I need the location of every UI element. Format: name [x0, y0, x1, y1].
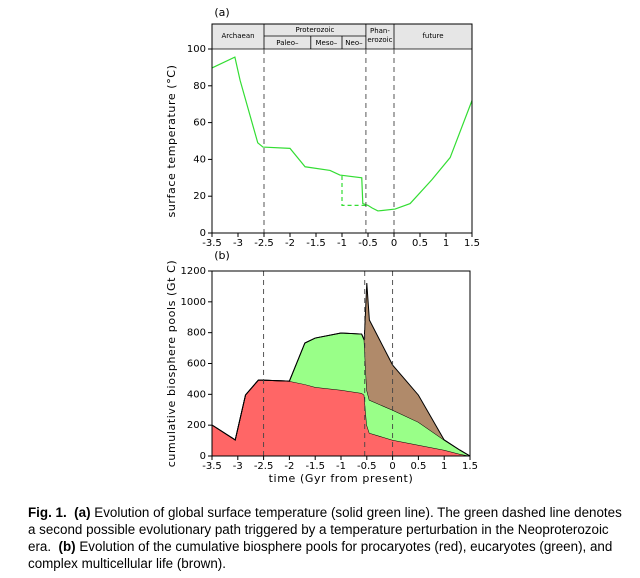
x-tick-label: -2 — [284, 461, 294, 472]
y-tick-label: 60 — [193, 118, 206, 129]
x-axis-label: time (Gyr from present) — [269, 472, 414, 485]
caption-b-text: Evolution of the cumulative biosphere po… — [28, 539, 613, 571]
era-label: Archaean — [221, 32, 254, 40]
x-tick-label: 1 — [443, 238, 449, 249]
x-tick-label: 1.5 — [464, 238, 480, 249]
caption-b-label: (b) — [58, 539, 76, 554]
area — [212, 332, 470, 456]
caption: Fig. 1. (a) Evolution of global surface … — [28, 504, 632, 572]
x-tick-label: -3.5 — [202, 238, 222, 249]
y-tick-label: 200 — [187, 420, 206, 431]
plot-frame — [211, 23, 473, 234]
y-tick-label: 0 — [200, 451, 206, 462]
y-tick-label: 20 — [193, 191, 206, 202]
y-tick-label: 100 — [187, 44, 206, 55]
x-tick-label: -0.5 — [357, 461, 377, 472]
x-tick-label: -0.5 — [358, 238, 378, 249]
panel-label: (a) — [214, 6, 229, 19]
area-outline — [211, 282, 471, 457]
x-tick-label: -1 — [336, 461, 346, 472]
era-label: erozoic — [367, 36, 392, 44]
era-label: Proterozoic — [295, 26, 334, 34]
x-tick-label: 0.5 — [410, 461, 426, 472]
area — [212, 283, 470, 456]
caption-a-text: Evolution of global surface temperature … — [28, 505, 622, 554]
line — [341, 175, 368, 206]
caption-a-label: (a) — [74, 505, 91, 520]
x-tick-label: -1 — [337, 238, 347, 249]
x-tick-label: -3 — [233, 461, 243, 472]
x-tick-label: -3.5 — [202, 461, 222, 472]
y-tick-label: 800 — [187, 328, 206, 339]
subera-label: Meso– — [316, 39, 338, 47]
era-label: Phan- — [370, 27, 390, 35]
subera-label: Paleo– — [276, 39, 299, 47]
era-label: future — [422, 32, 443, 40]
y-tick-label: 600 — [187, 359, 206, 370]
x-tick-label: 0 — [391, 238, 397, 249]
x-tick-label: -1.5 — [305, 461, 325, 472]
area — [212, 379, 470, 456]
panel-label: (b) — [214, 249, 230, 262]
x-tick-label: -2 — [285, 238, 295, 249]
y-tick-label: 80 — [193, 81, 206, 92]
y-tick-label: 400 — [187, 389, 206, 400]
x-tick-label: -3 — [233, 238, 243, 249]
y-tick-label: 1200 — [181, 266, 206, 277]
x-tick-label: -2.5 — [254, 238, 274, 249]
y-axis-label: cumulative biosphere pools (Gt C) — [165, 260, 178, 468]
x-tick-label: 0.5 — [412, 238, 428, 249]
y-axis-label: surface temperature (°C) — [165, 65, 178, 218]
y-tick-label: 40 — [193, 154, 206, 165]
caption-label: Fig. 1. — [28, 505, 67, 520]
x-tick-label: 1 — [441, 461, 447, 472]
figure: Archaean Proterozoic Paleo– Meso– Neo– Phan-e… — [165, 6, 480, 485]
y-tick-label: 0 — [200, 228, 206, 239]
line — [211, 56, 473, 212]
x-tick-label: 0 — [389, 461, 395, 472]
subera-label: Neo– — [345, 39, 363, 47]
y-tick-label: 1000 — [181, 297, 206, 308]
x-tick-label: -2.5 — [254, 461, 274, 472]
x-tick-label: -1.5 — [306, 238, 326, 249]
x-tick-label: 1.5 — [462, 461, 478, 472]
